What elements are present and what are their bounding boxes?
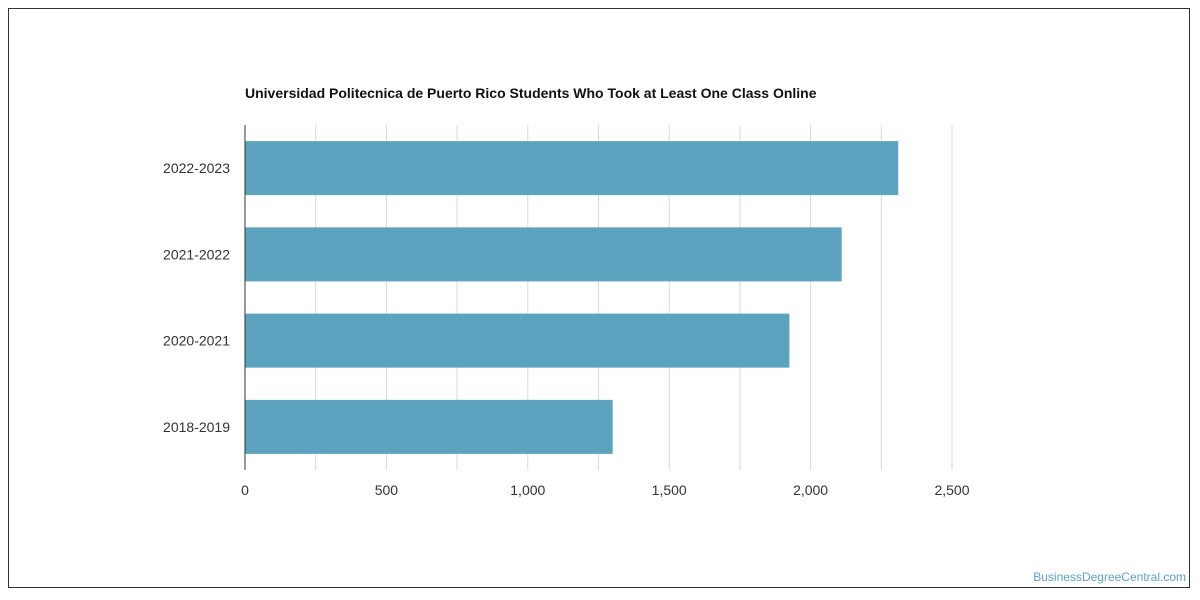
bar-2020-2021[interactable] [245, 313, 790, 368]
x-tick-label: 500 [375, 482, 399, 498]
source-watermark[interactable]: BusinessDegreeCentral.com [1033, 570, 1186, 584]
bar-2022-2023[interactable] [245, 141, 899, 196]
y-tick-label: 2020-2021 [163, 333, 230, 349]
y-tick-label: 2022-2023 [163, 160, 230, 176]
x-tick-label: 1,000 [510, 482, 545, 498]
x-tick-label: 1,500 [652, 482, 687, 498]
y-tick-label: 2021-2022 [163, 246, 230, 262]
bar-2021-2022[interactable] [245, 227, 842, 282]
x-tick-label: 2,500 [934, 482, 969, 498]
x-tick-label: 0 [241, 482, 249, 498]
x-tick-label: 2,000 [793, 482, 828, 498]
chart-title: Universidad Politecnica de Puerto Rico S… [245, 85, 817, 101]
bar-2018-2019[interactable] [245, 399, 613, 454]
y-tick-label: 2018-2019 [163, 419, 230, 435]
